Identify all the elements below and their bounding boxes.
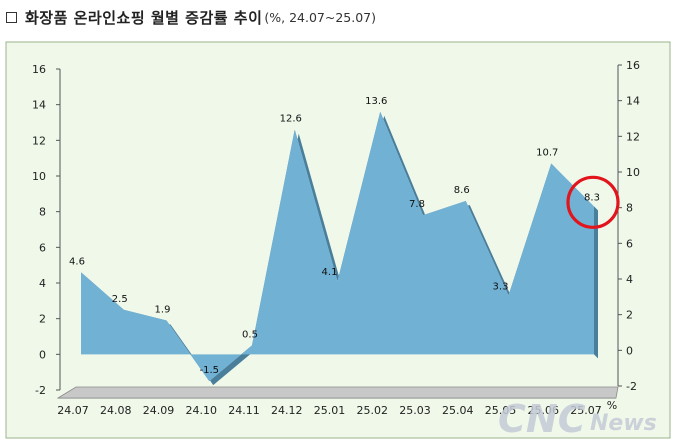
data-label: 12.6	[280, 114, 302, 125]
highlight-circle	[566, 175, 620, 229]
x-tick-label: 24.08	[100, 404, 132, 417]
chart-title: 화장품 온라인쇼핑 월별 증감률 추이 (%, 24.07~25.07)	[6, 6, 376, 28]
chart-title-main: 화장품 온라인쇼핑 월별 증감률 추이	[25, 8, 263, 27]
x-tick-label: 25.03	[399, 404, 431, 417]
y-tick-right-label: 14	[626, 95, 640, 108]
x-axis-ticks: 24.07 24.08 24.09 24.10 24.11 24.12 25.01 25.02…	[57, 399, 617, 417]
y-tick-left-label: 16	[32, 63, 46, 76]
data-label: 0.5	[242, 329, 258, 340]
chart-floor-plane	[56, 386, 619, 399]
x-tick-label: 25.06	[528, 404, 560, 417]
y-tick-left-label: 0	[39, 348, 46, 361]
data-label: 4.6	[69, 256, 85, 267]
y-tick-right-label: 2	[626, 309, 633, 322]
area-series	[81, 111, 598, 386]
data-label: 7.8	[409, 199, 425, 210]
y-tick-right-label: 8	[626, 202, 633, 215]
data-label: 10.7	[536, 148, 558, 159]
chart-floor	[56, 386, 619, 399]
data-label: -1.5	[199, 365, 219, 376]
x-tick-label: 25.07	[570, 404, 602, 417]
y-tick-left-label: 6	[39, 241, 46, 254]
y-tick-right-label: 16	[626, 59, 640, 72]
data-label: 4.1	[322, 267, 338, 278]
x-tick-label: 24.10	[186, 404, 218, 417]
cnc-news-watermark: CNC News	[498, 397, 657, 441]
y-tick-right-label: 0	[626, 344, 633, 357]
y-tick-right-label: -2	[626, 380, 637, 393]
highlight-marker	[566, 175, 620, 229]
y-tick-right-label: 10	[626, 166, 640, 179]
y-tick-left-label: 8	[39, 206, 46, 219]
y-tick-left-label: 10	[32, 170, 46, 183]
y-tick-left-label: 12	[32, 134, 46, 147]
x-tick-label: 25.05	[485, 404, 517, 417]
data-label: 8.3	[584, 192, 600, 203]
y-tick-left-label: 14	[32, 99, 46, 112]
y-tick-left-label: 2	[39, 313, 46, 326]
data-label: 3.3	[493, 281, 509, 292]
x-tick-label: 25.04	[442, 404, 474, 417]
data-label: 13.6	[365, 96, 387, 107]
x-tick-label: 25.02	[357, 404, 389, 417]
x-tick-label: 24.07	[57, 404, 89, 417]
y-tick-left-label: 4	[39, 277, 46, 290]
watermark-brand: CNC	[498, 397, 586, 441]
x-tick-label: 24.11	[228, 404, 260, 417]
x-tick-label: 24.12	[271, 404, 303, 417]
area-face	[81, 111, 594, 382]
watermark-suffix: News	[590, 411, 657, 436]
y-axis-right-ticks: 16 14 12 10 8 6 4 2 0 -2	[618, 59, 640, 393]
data-label: 2.5	[112, 294, 128, 305]
chart-title-subtitle: (%, 24.07~25.07)	[264, 9, 377, 25]
x-tick-label: 25.01	[314, 404, 346, 417]
y-tick-right-label: 12	[626, 130, 640, 143]
y-tick-left-label: -2	[35, 384, 46, 397]
title-bullet-icon	[6, 11, 17, 23]
x-tick-label: 24.09	[143, 404, 175, 417]
y-tick-right-label: 4	[626, 273, 633, 286]
x-axis-unit-label: %	[607, 399, 617, 412]
y-tick-right-label: 6	[626, 237, 633, 250]
data-label: 8.6	[454, 185, 470, 196]
data-labels: 4.6 2.5 1.9 -1.5 0.5 12.6 4.1 13.6 7.8 8.6 3.3 10.7…	[69, 96, 600, 376]
y-axis-left-ticks: 16 14 12 10 8 6 4 2 0 -2	[32, 63, 60, 397]
area-end-cap	[594, 206, 598, 359]
data-label: 1.9	[155, 304, 171, 315]
